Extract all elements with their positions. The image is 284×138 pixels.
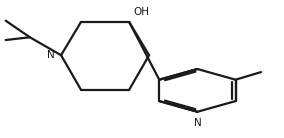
Text: OH: OH <box>133 7 149 17</box>
Text: N: N <box>47 50 55 60</box>
Text: N: N <box>193 118 201 128</box>
